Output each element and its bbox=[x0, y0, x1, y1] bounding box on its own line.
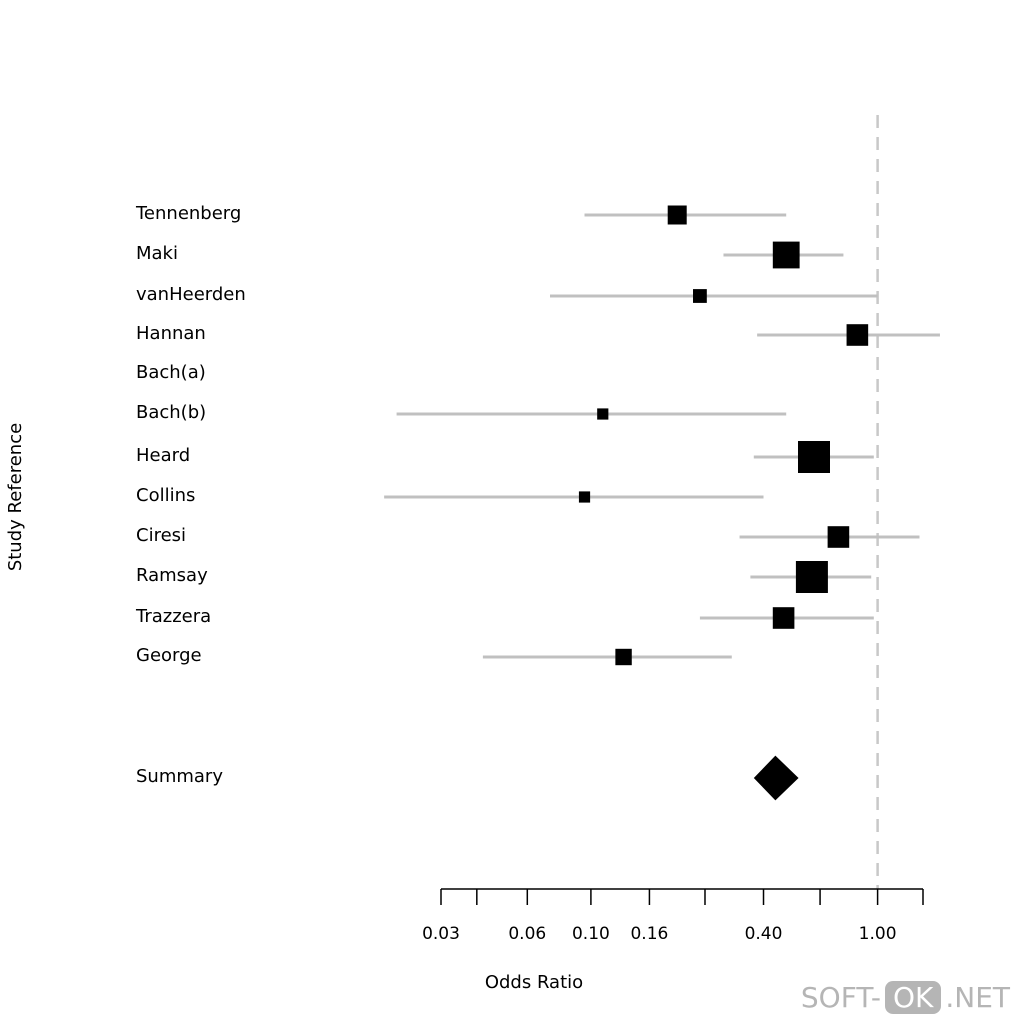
x-tick-label: 0.10 bbox=[572, 924, 610, 944]
point-estimate-collins bbox=[578, 491, 591, 503]
x-axis-title: Odds Ratio bbox=[485, 972, 583, 993]
summary-label: Summary bbox=[136, 766, 223, 787]
y-axis-title: Study Reference bbox=[5, 423, 26, 571]
study-label-ramsay: Ramsay bbox=[136, 565, 208, 586]
study-label-ciresi: Ciresi bbox=[136, 525, 186, 546]
study-label-george: George bbox=[136, 645, 202, 666]
x-tick-label: 0.40 bbox=[745, 924, 783, 944]
study-label-maki: Maki bbox=[136, 243, 178, 264]
point-estimate-ramsay bbox=[795, 561, 828, 593]
point-estimate-trazzera bbox=[772, 607, 795, 629]
point-estimate-heard bbox=[797, 441, 830, 473]
point-estimate-maki bbox=[772, 241, 800, 269]
watermark-left: SOFT- bbox=[800, 981, 881, 1014]
study-label-heard: Heard bbox=[136, 445, 190, 466]
study-label-bach-b: Bach(b) bbox=[136, 402, 206, 423]
x-tick-label: 0.03 bbox=[422, 924, 460, 944]
point-estimate-ciresi bbox=[827, 526, 850, 548]
watermark-right: .NET bbox=[945, 981, 1010, 1014]
study-label-tennenberg: Tennenberg bbox=[135, 203, 241, 224]
point-estimate-vanheerden bbox=[693, 289, 707, 303]
study-label-collins: Collins bbox=[136, 485, 195, 506]
watermark: SOFT- OK .NET bbox=[801, 981, 1010, 1014]
point-estimate-hannan bbox=[846, 324, 869, 346]
study-label-bach-a: Bach(a) bbox=[136, 362, 206, 383]
study-label-hannan: Hannan bbox=[136, 323, 206, 344]
summary-diamond bbox=[753, 755, 799, 801]
x-axis-ticks: 0.03 0.06 0.10 0.16 0.40 1.00 bbox=[422, 889, 924, 944]
study-rows: Tennenberg Maki vanHeerden Hannan Bach(a) Bac… bbox=[135, 203, 940, 666]
x-tick-label: 0.06 bbox=[508, 924, 546, 944]
point-estimate-bach-b bbox=[597, 408, 609, 420]
study-label-trazzera: Trazzera bbox=[135, 606, 211, 627]
x-tick-label: 1.00 bbox=[859, 924, 897, 944]
x-tick-label: 0.16 bbox=[630, 924, 668, 944]
watermark-badge: OK bbox=[884, 981, 942, 1014]
point-estimate-george bbox=[615, 648, 632, 666]
point-estimate-tennenberg bbox=[667, 205, 687, 225]
study-label-vanheerden: vanHeerden bbox=[136, 284, 246, 305]
